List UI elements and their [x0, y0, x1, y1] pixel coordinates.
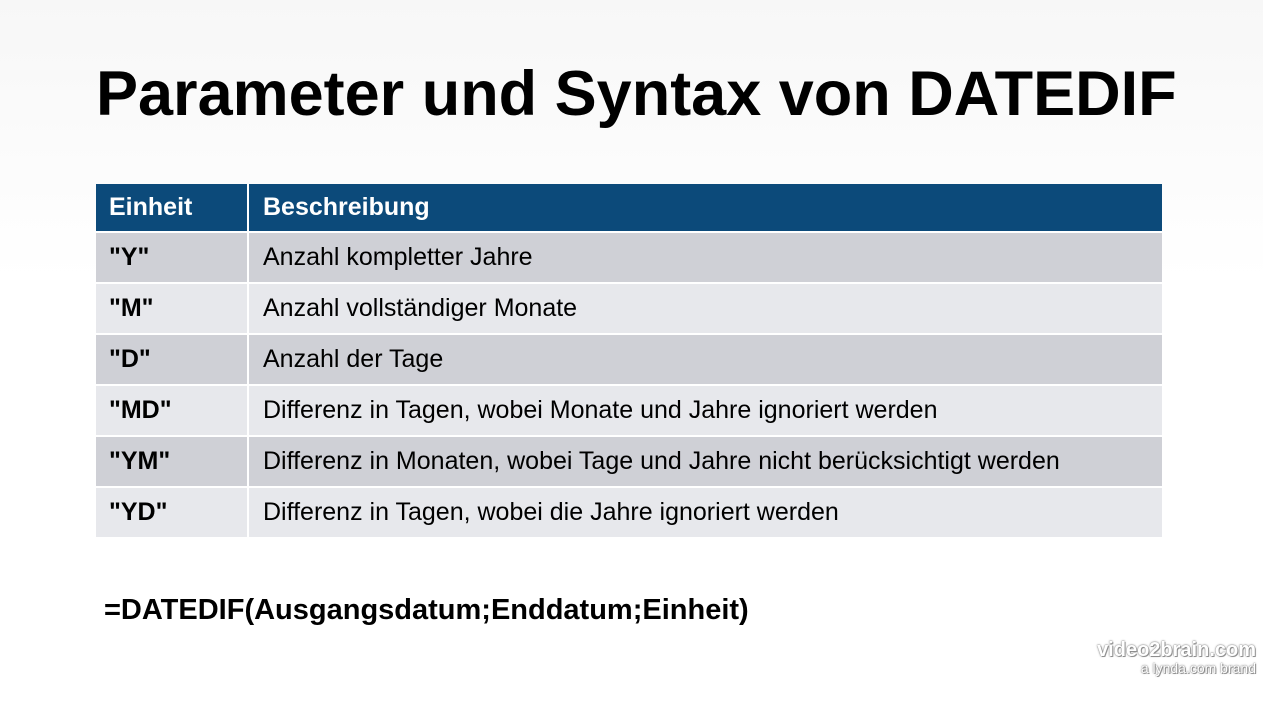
header-description: Beschreibung: [263, 193, 430, 221]
table-row: "MD" Differenz in Tagen, wobei Monate un…: [96, 386, 1162, 437]
unit-cell: "YM": [96, 437, 249, 486]
slide-title: Parameter und Syntax von DATEDIF: [96, 59, 1177, 129]
unit-cell: "M": [96, 284, 249, 333]
description-cell: Differenz in Tagen, wobei Monate und Jah…: [263, 396, 938, 424]
table-row: "YD" Differenz in Tagen, wobei die Jahre…: [96, 488, 1162, 539]
table-row: "YM" Differenz in Monaten, wobei Tage un…: [96, 437, 1162, 488]
datedif-units-table: Einheit Beschreibung "Y" Anzahl komplett…: [96, 184, 1162, 539]
unit-cell: "D": [96, 335, 249, 384]
video2brain-watermark: video2brain.com a lynda.com brand: [1097, 640, 1256, 675]
unit-cell: "YD": [96, 488, 249, 537]
table-row: "M" Anzahl vollständiger Monate: [96, 284, 1162, 335]
description-cell: Anzahl kompletter Jahre: [263, 243, 533, 271]
table-header-row: Einheit Beschreibung: [96, 184, 1162, 233]
watermark-tagline: a lynda.com brand: [1140, 660, 1256, 676]
description-cell: Anzahl der Tage: [263, 345, 444, 373]
header-unit: Einheit: [96, 184, 249, 231]
syntax-formula: =DATEDIF(Ausgangsdatum;Enddatum;Einheit): [104, 594, 749, 626]
watermark-brand: video2brain.com: [1097, 639, 1256, 661]
description-cell: Differenz in Tagen, wobei die Jahre igno…: [263, 498, 839, 526]
description-cell: Differenz in Monaten, wobei Tage und Jah…: [263, 447, 1060, 475]
description-cell: Anzahl vollständiger Monate: [263, 294, 578, 322]
unit-cell: "Y": [96, 233, 249, 282]
table-row: "Y" Anzahl kompletter Jahre: [96, 233, 1162, 284]
unit-cell: "MD": [96, 386, 249, 435]
table-row: "D" Anzahl der Tage: [96, 335, 1162, 386]
